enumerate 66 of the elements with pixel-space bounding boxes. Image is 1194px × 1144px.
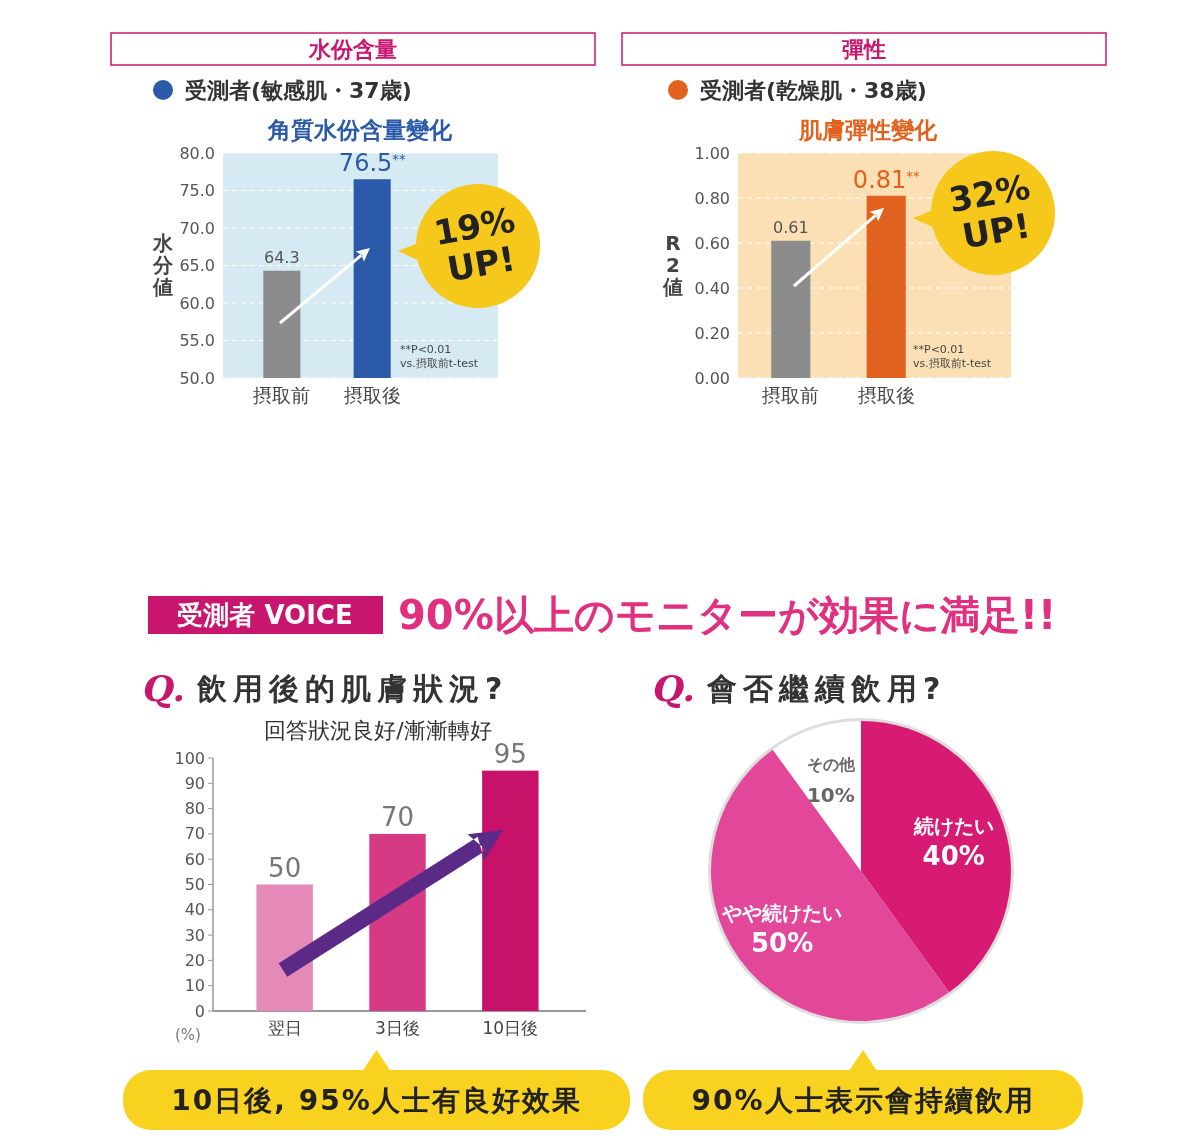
y-tick-label: 40 <box>184 900 205 920</box>
y-tick-label: 0.80 <box>694 188 730 208</box>
chart-title: 水份含量 <box>308 36 397 62</box>
y-tick-label: 0.40 <box>694 278 730 298</box>
y-tick-label: 100 <box>174 748 205 768</box>
text: 10日後, 95%人士有良好效果 <box>171 1083 582 1117</box>
data-label: 70 <box>380 801 415 832</box>
annotation: **P<0.01 vs.摂取前t-test <box>400 343 479 370</box>
x-tick-label: 摂取前 <box>762 384 820 406</box>
chart-title: Q. 飲用後的肌膚狀況? <box>143 667 509 709</box>
y-tick-label: 50 <box>184 875 205 894</box>
y-tick-label: 20 <box>184 950 205 970</box>
slice-label: 続けたい <box>912 813 994 838</box>
y-tick-label: 60.0 <box>179 293 215 313</box>
y-tick-label: 80.0 <box>179 143 215 163</box>
text: 受測者 VOICE <box>177 600 353 630</box>
y-tick-label: 70 <box>184 824 205 844</box>
x-tick-label: 翌日 <box>267 1018 302 1038</box>
text: 90%以上のモニターが効果に満足!! <box>398 592 1057 638</box>
slice-label: その他 <box>806 755 856 775</box>
annotation: **P<0.01 vs.摂取前t-test <box>913 343 992 370</box>
text: 受測者(乾燥肌・38歳) <box>700 77 927 103</box>
bar <box>482 770 539 1011</box>
y-tick-label: 0.20 <box>694 323 730 343</box>
slice-label: やや続けたい <box>721 901 843 926</box>
y-tick-label: 75.0 <box>179 181 215 200</box>
chart-title: 彈性 <box>842 36 886 62</box>
x-tick-label: 3日後 <box>375 1018 420 1038</box>
chart-subtitle: 回答狀況良好/漸漸轉好 <box>264 717 492 743</box>
x-tick-label: 10日後 <box>482 1018 539 1038</box>
data-label: 64.3 <box>264 247 300 267</box>
text: 受測者(敏感肌・37歳) <box>185 77 412 103</box>
y-tick-label: 55.0 <box>179 331 215 350</box>
bar <box>256 884 313 1011</box>
data-label: 76.5$^{**}$ <box>338 149 406 178</box>
y-tick-label: 90 <box>184 773 205 793</box>
y-tick-label: 0.00 <box>694 368 730 388</box>
y-axis-title: (%) <box>175 1026 201 1044</box>
data-label: 10% <box>806 783 855 808</box>
data-label: 40% <box>922 840 985 871</box>
y-tick-label: 10 <box>184 976 205 996</box>
data-label: 0.61 <box>773 217 809 237</box>
text: 90%人士表示會持續飲用 <box>691 1083 1035 1117</box>
x-tick-label: 摂取後 <box>343 384 401 406</box>
y-tick-label: 50.0 <box>179 368 215 388</box>
data-label: 0.81$^{**}$ <box>852 165 920 194</box>
data-label: 50 <box>268 852 302 883</box>
chart-subtitle: 角質水份含量變化 <box>267 117 453 143</box>
data-label: 50% <box>751 928 814 959</box>
y-tick-label: 65.0 <box>179 256 215 275</box>
chart-title: Q. 會否繼續飲用? <box>653 667 947 709</box>
data-label: 95 <box>493 738 527 769</box>
y-axis-title: R2値 <box>662 231 683 299</box>
y-tick-label: 0 <box>194 1001 205 1021</box>
y-axis-title: 水分値 <box>152 231 174 299</box>
y-tick-label: 60 <box>184 849 205 869</box>
annotation: 32% UP! <box>945 166 1034 257</box>
y-tick-label: 80 <box>184 799 205 819</box>
chart-subtitle: 肌膚彈性變化 <box>798 117 938 143</box>
x-tick-label: 摂取後 <box>857 384 915 406</box>
y-tick-label: 0.60 <box>694 233 730 253</box>
y-tick-label: 30 <box>184 925 205 945</box>
y-tick-label: 70.0 <box>179 218 215 238</box>
y-tick-label: 1.00 <box>694 143 730 163</box>
text: 19% UP! <box>430 199 519 290</box>
x-tick-label: 摂取前 <box>253 384 311 406</box>
